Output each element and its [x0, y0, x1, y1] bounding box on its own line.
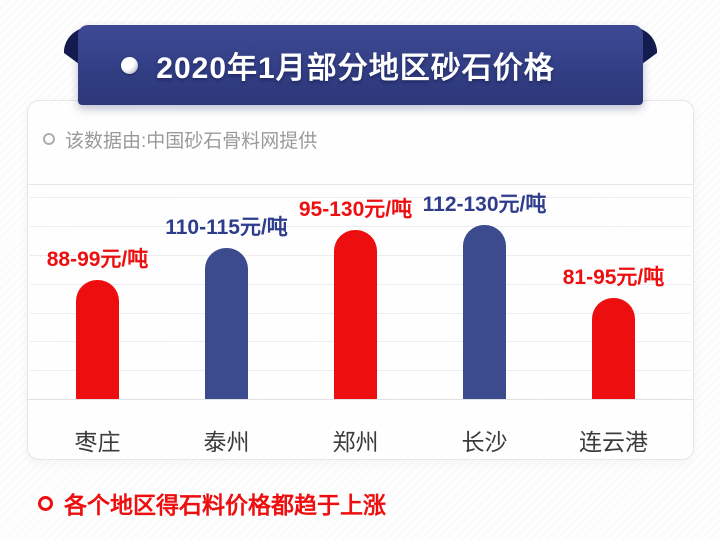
card-divider [28, 184, 693, 185]
value-label-长沙: 112-130元/吨 [422, 193, 547, 216]
sphere-bullet-icon [121, 56, 139, 74]
chart-plot: 88-99元/吨 110-115元/吨 95-130元/吨 112-130元/吨 81-… [28, 184, 693, 400]
ring-bullet-icon [43, 133, 55, 145]
value-label-郑州: 95-130元/吨 [298, 198, 413, 221]
x-axis-label-郑州: 郑州 [332, 429, 379, 455]
header-ribbon: 2020年1月部分地区砂石价格 [78, 25, 643, 105]
value-label-连云港: 81-95元/吨 [562, 266, 665, 289]
value-label-泰州: 110-115元/吨 [165, 216, 288, 239]
value-label-枣庄: 88-99元/吨 [46, 248, 149, 271]
data-source-note: 该数据由:中国砂石骨料网提供 [65, 130, 318, 152]
gridline [30, 197, 691, 199]
gridline [30, 226, 691, 228]
x-axis-label-泰州: 泰州 [203, 429, 250, 455]
chart-x-axis: 枣庄 泰州 郑州 长沙 连云港 [28, 423, 693, 455]
chart-bar-郑州 [334, 230, 377, 399]
x-axis-baseline [28, 399, 693, 400]
annotation-row: 各个地区得石料价格都趋于上涨 [38, 489, 386, 518]
chart-bar-枣庄 [76, 280, 119, 399]
x-axis-label-连云港: 连云港 [579, 429, 648, 455]
annotation-text: 各个地区得石料价格都趋于上涨 [64, 492, 386, 518]
chart-card: 该数据由:中国砂石骨料网提供 88-99元/吨 110-115元/吨 95-130元… [27, 100, 694, 460]
x-axis-label-枣庄: 枣庄 [74, 429, 121, 455]
chart-bar-连云港 [592, 298, 635, 399]
chart-bar-长沙 [463, 225, 506, 399]
ring-bullet-red-icon [38, 495, 53, 511]
chart-bar-泰州 [205, 248, 248, 399]
x-axis-label-长沙: 长沙 [461, 429, 508, 455]
data-source-row: 该数据由:中国砂石骨料网提供 [43, 127, 318, 152]
page-title: 2020年1月部分地区砂石价格 [156, 52, 555, 85]
